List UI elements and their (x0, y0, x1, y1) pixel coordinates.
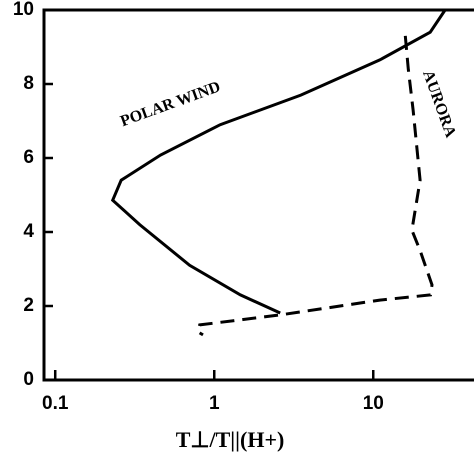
y-tick-label: 0 (23, 369, 34, 390)
axis-frame (42, 8, 474, 382)
x-tick-label: 10 (363, 393, 384, 414)
y-tick-label: 6 (23, 147, 34, 168)
y-tick-label: 4 (23, 221, 34, 242)
y-tick-label: 2 (23, 295, 34, 316)
line (196, 35, 434, 337)
line (110, 9, 447, 315)
series-label: POLAR WIND (118, 78, 223, 130)
x-tick-label: 1 (209, 393, 220, 414)
x-axis-label: T⊥/T||(H+) (176, 427, 285, 452)
y-tick-label: 10 (13, 0, 34, 20)
x-tick-label: 0.1 (42, 393, 69, 414)
y-tick-label: 8 (23, 73, 34, 94)
series-label: AURORA (419, 68, 459, 140)
